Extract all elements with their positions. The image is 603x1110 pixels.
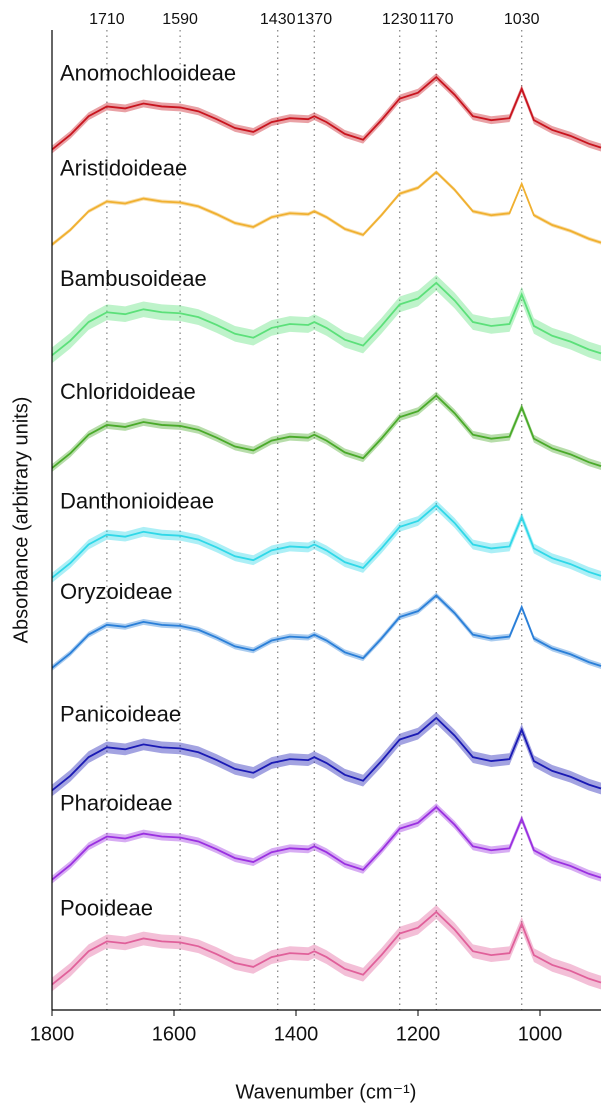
- series-label: Bambusoideae: [60, 266, 207, 291]
- series-label: Chloridoideae: [60, 379, 196, 404]
- top-tick-label: 1710: [89, 11, 125, 28]
- spectrum-line: [51, 716, 602, 792]
- x-axis-label: Wavenumber (cm⁻¹): [236, 1081, 417, 1103]
- spectrum-line: [51, 910, 602, 986]
- x-tick-label: 1400: [274, 1023, 319, 1045]
- x-tick-label: 1200: [396, 1023, 441, 1045]
- top-tick-label: 1370: [297, 11, 333, 28]
- top-tick-label: 1030: [504, 11, 540, 28]
- spectrum-line: [51, 504, 602, 579]
- band: [52, 275, 601, 364]
- top-tick-label: 1230: [382, 11, 418, 28]
- y-axis-label: Absorbance (arbitrary units): [10, 397, 32, 644]
- top-tick-label: 1430: [260, 11, 296, 28]
- spectrum-line: [51, 281, 602, 357]
- top-tick-label: 1170: [419, 11, 454, 28]
- band: [52, 592, 601, 671]
- top-tick-label: 1590: [162, 11, 198, 28]
- series-label: Pharoideae: [60, 790, 173, 815]
- x-tick-label: 1800: [30, 1023, 75, 1045]
- spectrum-line: [51, 75, 602, 151]
- band: [52, 170, 601, 247]
- x-tick-label: 1000: [518, 1023, 563, 1045]
- series-label: Anomochlooideae: [60, 60, 236, 85]
- series-label: Panicoideae: [60, 701, 181, 726]
- spectrum-line: [51, 170, 602, 246]
- spectrum-line: [51, 394, 602, 469]
- x-tick-label: 1600: [152, 1023, 197, 1045]
- series-label: Aristidoideae: [60, 155, 187, 180]
- band: [52, 905, 601, 992]
- series-label: Pooideae: [60, 895, 153, 920]
- series-label: Oryzoideae: [60, 579, 173, 604]
- spectrum-line: [51, 594, 602, 669]
- spectrum-line: [51, 805, 602, 881]
- series-label: Danthonioideae: [60, 489, 214, 514]
